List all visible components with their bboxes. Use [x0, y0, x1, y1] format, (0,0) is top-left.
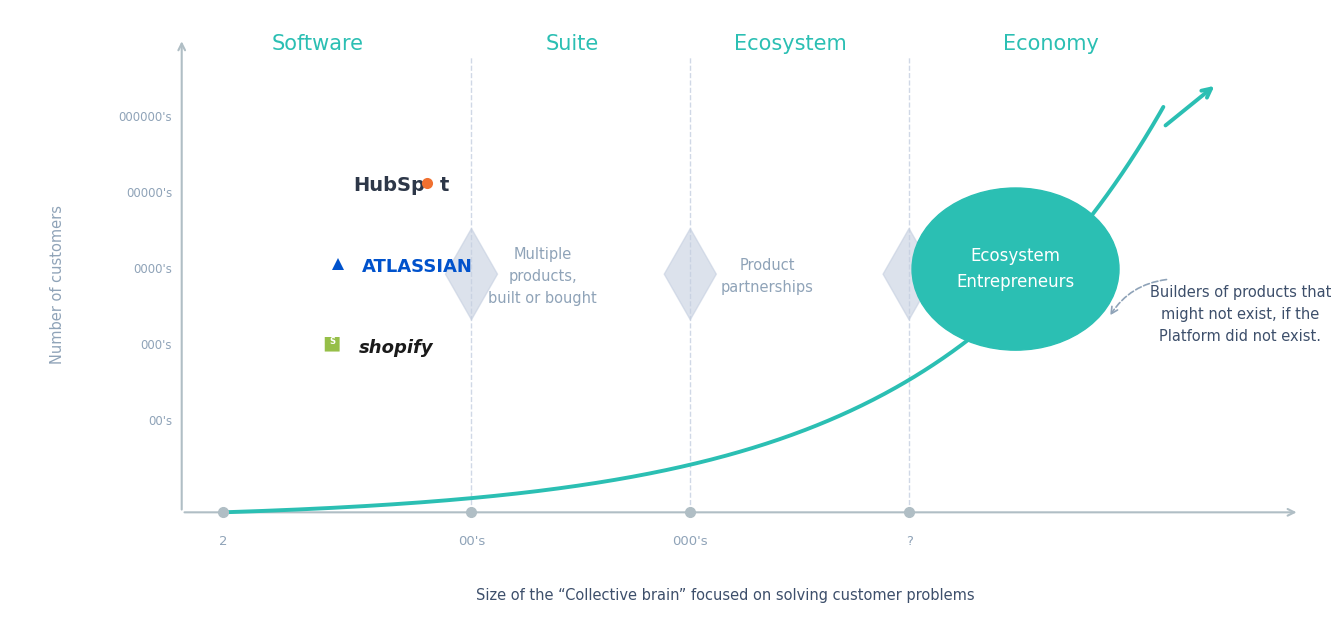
Text: 00's: 00's: [148, 415, 172, 428]
Text: Ecosystem
Entrepreneurs: Ecosystem Entrepreneurs: [957, 247, 1075, 291]
Text: Builders of products that
might not exist, if the
Platform did not exist.: Builders of products that might not exis…: [1149, 285, 1331, 344]
Text: Suite: Suite: [546, 34, 598, 54]
Text: ?: ?: [906, 535, 913, 548]
Text: 000's: 000's: [672, 535, 708, 548]
Text: Software: Software: [271, 34, 364, 54]
Text: shopify: shopify: [359, 339, 434, 357]
Text: Number of customers: Number of customers: [50, 205, 65, 364]
Text: Multiple
products,
built or bought: Multiple products, built or bought: [488, 247, 597, 307]
Text: ATLASSIAN: ATLASSIAN: [362, 258, 472, 276]
Text: ■: ■: [323, 333, 341, 352]
Text: 00000's: 00000's: [126, 187, 172, 200]
Polygon shape: [664, 229, 716, 320]
Text: t: t: [439, 176, 449, 195]
Text: Size of the “Collective brain” focused on solving customer problems: Size of the “Collective brain” focused o…: [476, 588, 976, 603]
Text: Product
partnerships: Product partnerships: [720, 258, 813, 295]
Polygon shape: [883, 229, 935, 320]
Text: 2: 2: [219, 535, 227, 548]
Text: Economy: Economy: [1003, 34, 1099, 54]
Text: S: S: [329, 337, 335, 346]
Text: 000000's: 000000's: [118, 111, 172, 124]
Text: 0000's: 0000's: [133, 263, 172, 276]
Text: 00's: 00's: [458, 535, 485, 548]
Text: HubSp: HubSp: [353, 176, 425, 195]
Text: 000's: 000's: [141, 339, 172, 352]
Text: Ecosystem: Ecosystem: [734, 34, 847, 54]
Polygon shape: [445, 229, 497, 320]
Ellipse shape: [913, 188, 1120, 350]
